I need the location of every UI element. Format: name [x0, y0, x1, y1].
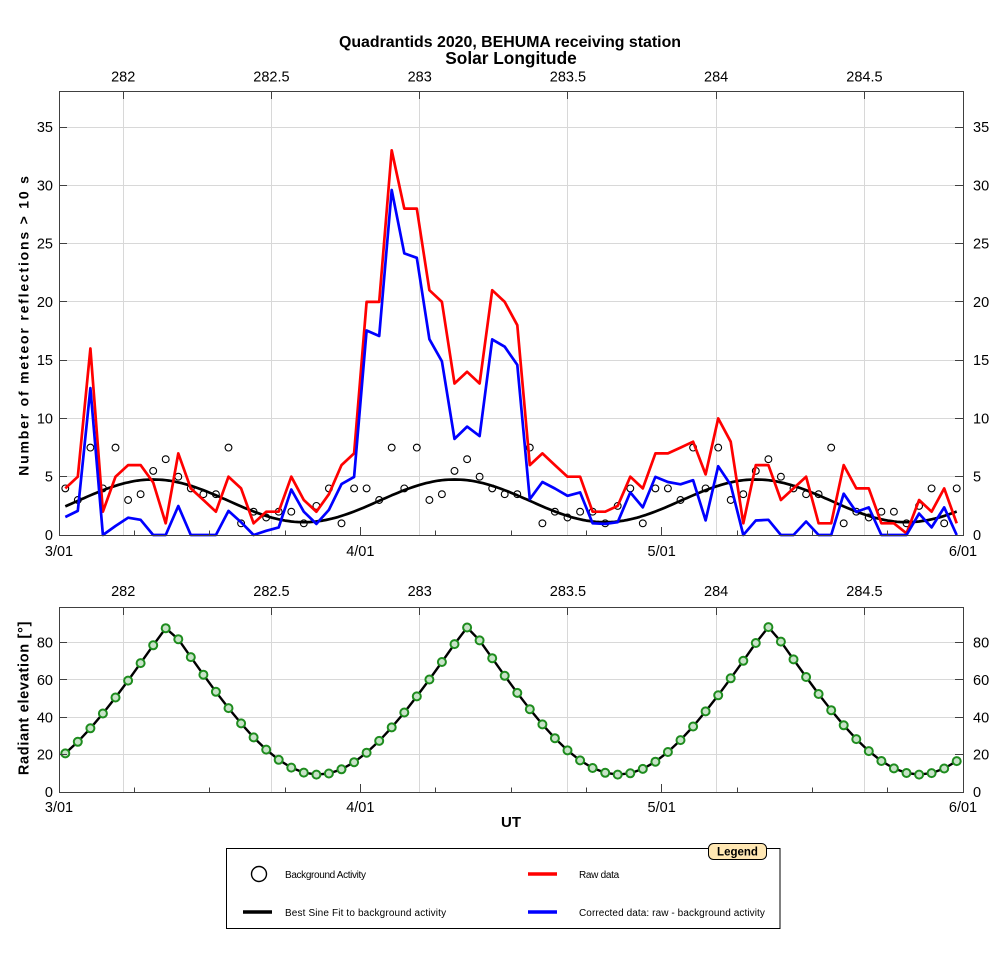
svg-text:283.5: 283.5 [550, 584, 586, 600]
svg-text:10: 10 [37, 411, 53, 427]
svg-text:15: 15 [37, 353, 53, 369]
svg-text:282.5: 282.5 [253, 70, 289, 86]
svg-text:Corrected data: raw - backgrou: Corrected data: raw - background activit… [579, 908, 765, 919]
svg-text:Radiant elevation [°]: Radiant elevation [°] [17, 621, 33, 775]
svg-text:20: 20 [973, 748, 989, 764]
svg-text:282.5: 282.5 [253, 584, 289, 600]
svg-text:3/01: 3/01 [45, 800, 73, 816]
svg-text:35: 35 [37, 120, 53, 136]
svg-text:5/01: 5/01 [648, 544, 676, 560]
svg-text:Quadrantids 2020, BEHUMA recei: Quadrantids 2020, BEHUMA receiving stati… [339, 34, 681, 51]
svg-text:Raw data: Raw data [579, 870, 620, 881]
svg-text:284: 284 [704, 584, 728, 600]
svg-text:30: 30 [37, 178, 53, 194]
svg-text:5: 5 [973, 470, 981, 486]
svg-text:5: 5 [45, 470, 53, 486]
svg-text:Number of meteor reflections >: Number of meteor reflections > 10 s [16, 174, 32, 475]
svg-text:10: 10 [973, 411, 989, 427]
svg-text:284: 284 [704, 70, 728, 86]
svg-text:40: 40 [37, 710, 53, 726]
svg-text:282: 282 [111, 584, 135, 600]
svg-text:Solar Longitude: Solar Longitude [445, 48, 577, 68]
svg-text:Legend: Legend [717, 847, 758, 859]
svg-text:282: 282 [111, 70, 135, 86]
svg-text:0: 0 [45, 528, 53, 544]
svg-text:25: 25 [37, 237, 53, 253]
svg-text:40: 40 [973, 710, 989, 726]
svg-text:283: 283 [408, 584, 432, 600]
svg-text:80: 80 [973, 636, 989, 652]
svg-text:0: 0 [973, 785, 981, 801]
svg-text:20: 20 [37, 748, 53, 764]
svg-text:6/01: 6/01 [949, 800, 977, 816]
svg-text:283: 283 [408, 70, 432, 86]
svg-text:25: 25 [973, 237, 989, 253]
svg-text:4/01: 4/01 [346, 544, 374, 560]
svg-text:20: 20 [37, 295, 53, 311]
svg-text:60: 60 [37, 673, 53, 689]
svg-text:35: 35 [973, 120, 989, 136]
svg-text:30: 30 [973, 178, 989, 194]
svg-text:284.5: 284.5 [846, 584, 882, 600]
svg-text:6/01: 6/01 [949, 544, 977, 560]
svg-text:284.5: 284.5 [846, 70, 882, 86]
svg-text:20: 20 [973, 295, 989, 311]
svg-text:0: 0 [973, 528, 981, 544]
svg-text:Best Sine Fit to background ac: Best Sine Fit to background activity [285, 908, 446, 919]
svg-text:15: 15 [973, 353, 989, 369]
svg-text:80: 80 [37, 636, 53, 652]
svg-text:UT: UT [501, 814, 521, 831]
svg-text:Background Activity: Background Activity [285, 870, 366, 881]
svg-text:0: 0 [45, 785, 53, 801]
svg-text:5/01: 5/01 [648, 800, 676, 816]
svg-text:283.5: 283.5 [550, 70, 586, 86]
svg-text:3/01: 3/01 [45, 544, 73, 560]
svg-text:4/01: 4/01 [346, 800, 374, 816]
svg-text:60: 60 [973, 673, 989, 689]
